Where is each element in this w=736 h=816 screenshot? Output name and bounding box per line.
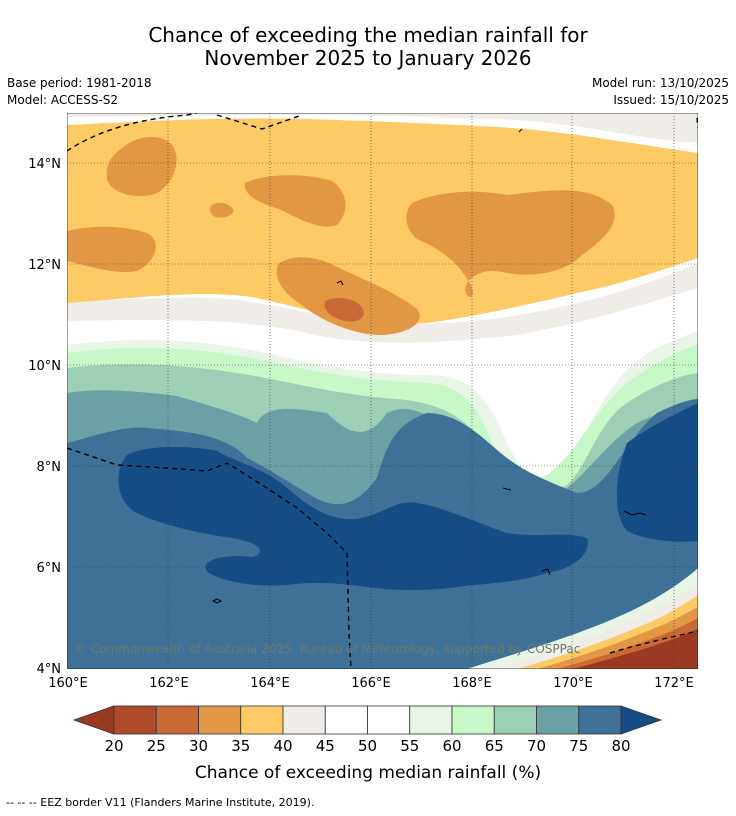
band-30-35-blob-5 bbox=[276, 257, 420, 335]
title-line-1: Chance of exceeding the median rainfall … bbox=[148, 23, 588, 47]
lat-label: 4°N bbox=[37, 662, 62, 677]
eez-border bbox=[67, 113, 698, 669]
colorbar-tick-label: 20 bbox=[104, 737, 123, 755]
base-period: Base period: 1981-2018 bbox=[7, 76, 152, 90]
band-40-45-north bbox=[67, 113, 698, 143]
colorbar-cell bbox=[409, 705, 453, 735]
colorbar-cell bbox=[155, 705, 199, 735]
colorbar-tick-label: 40 bbox=[273, 737, 292, 755]
colorbar-cell bbox=[240, 705, 284, 735]
colorbar-tick-label: 30 bbox=[189, 737, 208, 755]
band-gt80-west bbox=[118, 446, 588, 590]
title-line-2: November 2025 to January 2026 bbox=[204, 46, 532, 70]
band-gt80-east bbox=[616, 403, 698, 542]
band-lt20-se bbox=[572, 629, 698, 669]
lat-label: 14°N bbox=[28, 157, 61, 172]
band-25-30-blob bbox=[324, 297, 364, 322]
lat-label: 6°N bbox=[37, 561, 62, 576]
colorbar-label: Chance of exceeding median rainfall (%) bbox=[195, 763, 541, 783]
colorbar-cell bbox=[536, 705, 580, 735]
colorbar-tick-label: 60 bbox=[442, 737, 461, 755]
band-40-45-south bbox=[67, 263, 698, 343]
lat-label: 12°N bbox=[28, 258, 61, 273]
lon-label: 170°E bbox=[553, 676, 593, 691]
issued-date: Issued: 15/10/2025 bbox=[613, 93, 729, 107]
colorbar-cell bbox=[451, 705, 495, 735]
lon-label: 172°E bbox=[654, 676, 694, 691]
lon-label: 160°E bbox=[48, 676, 88, 691]
lat-label: 8°N bbox=[37, 460, 62, 475]
lon-label: 162°E bbox=[149, 676, 189, 691]
colorbar-high-arrow bbox=[620, 705, 663, 735]
colorbar-tick-label: 50 bbox=[358, 737, 377, 755]
lat-label: 10°N bbox=[28, 359, 61, 374]
colorbar-cell bbox=[198, 705, 242, 735]
copyright-notice: © Commonwealth of Australia 2025, Bureau… bbox=[75, 642, 580, 656]
colorbar: 20 25 30 35 40 45 50 55 60 65 70 75 80 Chance of exc… bbox=[72, 705, 663, 783]
colorbar-tick-label: 75 bbox=[569, 737, 588, 755]
eez-footnote: -- -- -- EEZ border V11 (Flanders Marine… bbox=[6, 796, 315, 809]
colorbar-cell bbox=[113, 705, 157, 735]
colorbar-cell bbox=[493, 705, 537, 735]
band-30-35-blob-1 bbox=[106, 137, 177, 197]
colorbar-cell bbox=[282, 705, 326, 735]
band-30-35-blob-3 bbox=[210, 202, 234, 218]
rainfall-probability-map: © Commonwealth of Australia 2025, Bureau… bbox=[67, 113, 698, 669]
band-30-35-blob-6 bbox=[406, 190, 615, 297]
colorbar-cell bbox=[324, 705, 368, 735]
colorbar-tick-label: 70 bbox=[527, 737, 546, 755]
lon-label: 164°E bbox=[250, 676, 290, 691]
colorbar-tick-label: 25 bbox=[147, 737, 166, 755]
lon-label: 166°E bbox=[351, 676, 391, 691]
colorbar-cell bbox=[367, 705, 411, 735]
colorbar-tick-label: 55 bbox=[400, 737, 419, 755]
colorbar-tick-label: 35 bbox=[231, 737, 250, 755]
graticule bbox=[67, 113, 698, 669]
model-run: Model run: 13/10/2025 bbox=[591, 76, 729, 90]
band-30-35-blob-2 bbox=[67, 226, 156, 273]
model-name: Model: ACCESS-S2 bbox=[7, 93, 119, 107]
colorbar-cell bbox=[578, 705, 622, 735]
islands bbox=[211, 128, 647, 604]
colorbar-low-arrow bbox=[72, 705, 115, 735]
colorbar-tick-label: 80 bbox=[611, 737, 630, 755]
lon-label: 168°E bbox=[452, 676, 492, 691]
colorbar-tick-label: 65 bbox=[485, 737, 504, 755]
colorbar-tick-label: 45 bbox=[316, 737, 335, 755]
